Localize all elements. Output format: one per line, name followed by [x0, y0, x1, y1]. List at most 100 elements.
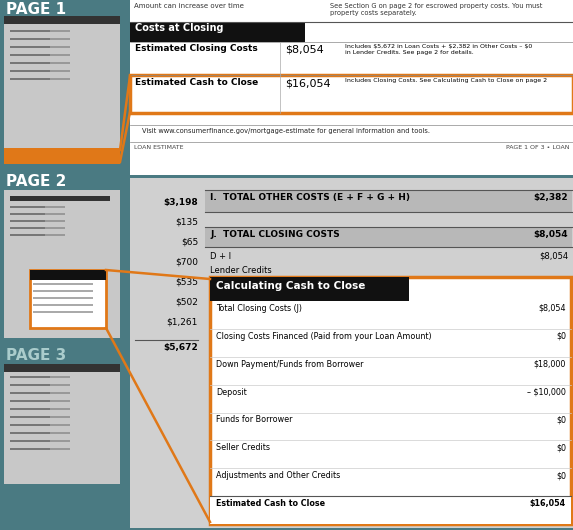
Bar: [10, 62, 70, 64]
Text: Estimated Cash to Close: Estimated Cash to Close: [216, 499, 325, 508]
Text: $1,261: $1,261: [167, 318, 198, 327]
Bar: [10, 220, 65, 222]
Text: – $10,000: – $10,000: [527, 387, 566, 396]
Text: Includes $5,672 in Loan Costs + $2,382 in Other Costs – $0
in Lender Credits. Se: Includes $5,672 in Loan Costs + $2,382 i…: [345, 44, 532, 55]
Text: $5,672: $5,672: [163, 343, 198, 352]
Bar: [10, 70, 70, 72]
Bar: [10, 22, 50, 24]
Bar: [10, 206, 65, 208]
Bar: [130, 75, 573, 113]
Bar: [10, 78, 50, 80]
Bar: [10, 424, 70, 426]
Bar: [130, 0, 573, 175]
Text: $135: $135: [175, 218, 198, 227]
Bar: [10, 392, 70, 394]
Bar: [10, 440, 70, 442]
Text: I.  TOTAL OTHER COSTS (E + F + G + H): I. TOTAL OTHER COSTS (E + F + G + H): [210, 193, 410, 202]
Text: Down Payment/Funds from Borrower: Down Payment/Funds from Borrower: [216, 360, 363, 369]
Bar: [10, 22, 70, 24]
Bar: [10, 408, 70, 410]
Text: Closing Costs Financed (Paid from your Loan Amount): Closing Costs Financed (Paid from your L…: [216, 332, 431, 341]
Bar: [205, 190, 572, 212]
Bar: [10, 416, 70, 418]
Bar: [10, 384, 70, 386]
Bar: [4, 148, 120, 164]
Text: PAGE 3: PAGE 3: [6, 348, 66, 363]
Bar: [10, 400, 70, 402]
Bar: [210, 496, 571, 524]
Text: $8,054: $8,054: [285, 44, 324, 54]
Bar: [33, 304, 93, 306]
Text: $65: $65: [180, 238, 198, 247]
Text: D + I: D + I: [210, 252, 231, 261]
Text: $3,198: $3,198: [163, 198, 198, 207]
Text: Deposit: Deposit: [216, 387, 247, 396]
Bar: [4, 364, 120, 372]
Bar: [210, 277, 409, 301]
Text: Calculating Cash to Close: Calculating Cash to Close: [216, 281, 366, 291]
Text: $18,000: $18,000: [533, 360, 566, 369]
Bar: [10, 30, 70, 32]
Bar: [205, 227, 572, 247]
Text: $700: $700: [175, 258, 198, 267]
Text: $8,054: $8,054: [533, 230, 568, 239]
Bar: [10, 220, 45, 222]
Text: $535: $535: [175, 278, 198, 287]
Text: Costs at Closing: Costs at Closing: [135, 23, 223, 33]
Bar: [10, 234, 65, 236]
Bar: [130, 178, 573, 528]
Text: PAGE 2: PAGE 2: [6, 174, 66, 189]
Bar: [10, 400, 50, 402]
Text: PAGE 1: PAGE 1: [6, 2, 66, 17]
Bar: [10, 213, 45, 215]
Bar: [10, 54, 70, 56]
Text: $16,054: $16,054: [530, 499, 566, 508]
Bar: [10, 234, 45, 236]
Bar: [10, 213, 65, 215]
Text: Total Closing Costs (J): Total Closing Costs (J): [216, 304, 302, 313]
Text: Visit www.consumerfinance.gov/mortgage-estimate for general information and tool: Visit www.consumerfinance.gov/mortgage-e…: [142, 128, 430, 134]
Bar: [10, 392, 50, 394]
Text: PAGE 1 OF 3 • LOAN: PAGE 1 OF 3 • LOAN: [505, 145, 569, 150]
Bar: [10, 54, 50, 56]
Text: $2,382: $2,382: [533, 193, 568, 202]
Text: Estimated Cash to Close: Estimated Cash to Close: [135, 78, 258, 87]
Bar: [10, 424, 50, 426]
Text: Amount can increase over time: Amount can increase over time: [134, 3, 244, 9]
Bar: [10, 448, 50, 450]
Bar: [10, 46, 50, 48]
Bar: [10, 432, 70, 434]
Text: Adjustments and Other Credits: Adjustments and Other Credits: [216, 471, 340, 480]
Text: $8,054: $8,054: [539, 252, 568, 261]
Bar: [4, 16, 120, 24]
Text: $502: $502: [175, 298, 198, 307]
Bar: [10, 448, 70, 450]
Bar: [130, 22, 305, 42]
Bar: [10, 78, 70, 80]
Text: $0: $0: [556, 444, 566, 453]
Bar: [10, 408, 50, 410]
Bar: [33, 290, 93, 292]
Text: LOAN ESTIMATE: LOAN ESTIMATE: [134, 145, 183, 150]
Bar: [4, 16, 120, 164]
Bar: [10, 376, 50, 378]
Text: $8,054: $8,054: [539, 304, 566, 313]
Bar: [10, 46, 70, 48]
Text: Seller Credits: Seller Credits: [216, 444, 270, 453]
Bar: [10, 227, 65, 229]
Bar: [30, 270, 106, 280]
Bar: [10, 384, 50, 386]
Text: $16,054: $16,054: [285, 78, 331, 88]
Bar: [10, 416, 50, 418]
Bar: [33, 283, 93, 285]
Bar: [10, 30, 50, 32]
Bar: [10, 38, 70, 40]
Text: $0: $0: [556, 332, 566, 341]
Bar: [30, 270, 106, 328]
Text: See Section G on page 2 for escrowed property costs. You must
property costs sep: See Section G on page 2 for escrowed pro…: [330, 3, 543, 16]
Bar: [10, 432, 50, 434]
Text: J.  TOTAL CLOSING COSTS: J. TOTAL CLOSING COSTS: [210, 230, 340, 239]
Bar: [4, 364, 120, 484]
Bar: [210, 277, 571, 524]
Text: $0: $0: [556, 416, 566, 425]
